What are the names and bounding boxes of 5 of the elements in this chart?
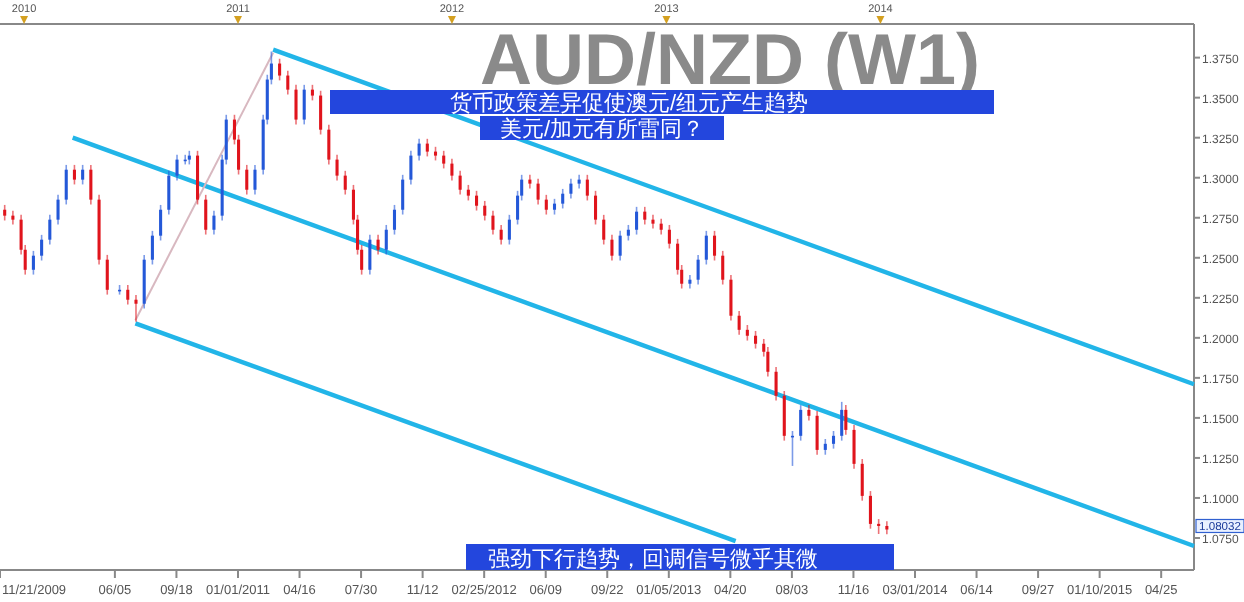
note: 美元/加元有所雷同？ [480,116,724,142]
note: 强劲下行趋势，回调信号微乎其微 [466,544,894,572]
candlestick [688,274,692,290]
annotation: 强劲下行趋势，回调信号微乎其微 [488,546,818,572]
annotation: 美元/加元有所雷同？ [499,116,704,142]
